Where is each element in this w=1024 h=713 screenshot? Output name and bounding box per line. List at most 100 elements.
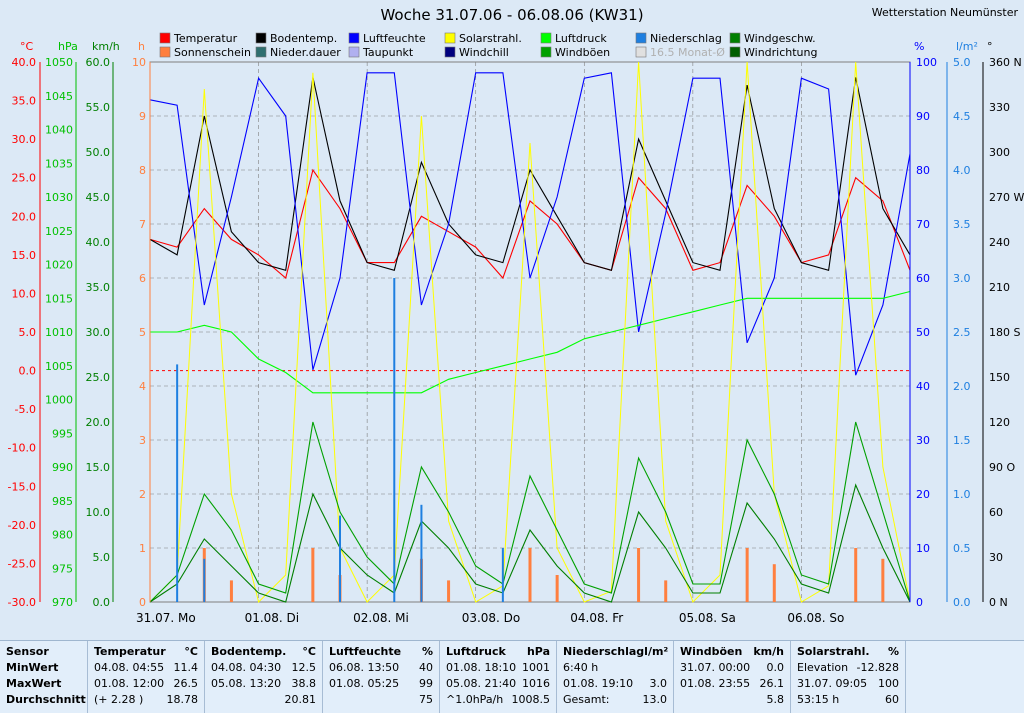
- hours-axis-tick: 9: [139, 110, 146, 123]
- hours-axis-tick: 8: [139, 164, 146, 177]
- legend-swatch: [348, 32, 360, 44]
- sunshine-bar: [664, 580, 668, 602]
- deg-axis-tick: 60: [989, 506, 1003, 519]
- legend-label: Taupunkt: [362, 46, 414, 59]
- table-header: Sensor: [6, 644, 49, 658]
- pct-axis-tick: 90: [916, 110, 930, 123]
- axes-group: 40.035.030.025.020.015.010.05.00.0-5.0-1…: [8, 40, 1024, 625]
- hpa-axis-tick: 985: [52, 495, 73, 508]
- hpa-axis-tick: 1040: [45, 124, 73, 137]
- hpa-axis-tick: 990: [52, 461, 73, 474]
- legend-label: Sonnenschein: [174, 46, 251, 59]
- table-cell-row: MinWert: [6, 660, 59, 674]
- series-windgeschw-line: [149, 483, 911, 603]
- lm2-axis-tick: 1.5: [953, 434, 971, 447]
- sunshine-bar: [229, 580, 233, 602]
- temp-axis-tick: -20.0: [8, 519, 36, 532]
- table-cell-row: 31.07. 00:00 0.0: [680, 660, 784, 674]
- kmh-axis-tick: 20.0: [86, 416, 111, 429]
- precip-bar: [176, 364, 179, 602]
- table-header: Temperatur °C: [94, 644, 198, 658]
- legend-label: 16.5 Monat-Ø: [650, 46, 725, 59]
- table-cell-row: 04.08. 04:55 11.4: [94, 660, 198, 674]
- lm2-axis-tick: 2.5: [953, 326, 971, 339]
- deg-axis-tick: 120: [989, 416, 1010, 429]
- deg-axis-tick: 270 W: [989, 191, 1024, 204]
- legend-swatch: [635, 32, 647, 44]
- hours-axis-tick: 10: [132, 56, 146, 69]
- hours-axis-tick: 5: [139, 326, 146, 339]
- legend-swatch: [255, 32, 267, 44]
- pct-axis-tick: 10: [916, 542, 930, 555]
- day-label: 31.07. Mo: [136, 611, 196, 625]
- deg-axis-tick: 180 S: [989, 326, 1020, 339]
- lm2-axis-tick: 3.5: [953, 218, 971, 231]
- hpa-axis-tick: 970: [52, 596, 73, 609]
- legend-label: Windchill: [459, 46, 509, 59]
- table-column: Windböen km/h 31.07. 00:00 0.0 01.08. 23:55 2…: [674, 641, 791, 713]
- table-cell-row: 05.08. 13:20 38.8: [211, 676, 316, 690]
- table-header: Luftdruck hPa: [446, 644, 550, 658]
- series-bodentemp-line: [149, 77, 911, 272]
- sunshine-bar: [854, 548, 858, 602]
- stats-table: Sensor MinWert MaxWert Durchschnitt Temperat…: [0, 640, 1024, 713]
- kmh-axis-tick: 40.0: [86, 236, 111, 249]
- legend-swatch: [635, 46, 647, 58]
- deg-axis-tick: 300: [989, 146, 1010, 159]
- table-cell-row: 5.8: [766, 692, 785, 706]
- table-cell-row: Elevation -12.828: [797, 660, 899, 674]
- deg-axis-tick: 0 N: [989, 596, 1008, 609]
- table-cell-row: 31.07. 09:05 100: [797, 676, 899, 690]
- table-cell-row: 01.08. 23:55 26.1: [680, 676, 784, 690]
- table-cell-row: (+ 2.28 ) 18.78: [94, 692, 198, 706]
- temp-axis-tick: -10.0: [8, 442, 36, 455]
- lm2-axis-tick: 4.0: [953, 164, 971, 177]
- legend-swatch: [729, 46, 741, 58]
- pct-axis-tick: 80: [916, 164, 930, 177]
- pct-axis-tick: 100: [916, 56, 937, 69]
- temp-axis-tick: 35.0: [12, 95, 37, 108]
- table-cell-row: MaxWert: [6, 676, 62, 690]
- hours-axis-tick: 6: [139, 272, 146, 285]
- table-column: Sensor MinWert MaxWert Durchschnitt: [0, 641, 88, 713]
- legend-swatch: [159, 46, 171, 58]
- pct-axis-tick: 30: [916, 434, 930, 447]
- temp-axis-tick: -30.0: [8, 596, 36, 609]
- hours-unit: h: [138, 40, 145, 53]
- legend-swatch: [729, 32, 741, 44]
- kmh-axis-tick: 10.0: [86, 506, 111, 519]
- day-label: 06.08. So: [787, 611, 844, 625]
- hpa-axis-tick: 995: [52, 427, 73, 440]
- legend-label: Temperatur: [173, 32, 238, 45]
- table-cell-row: 01.08. 05:25 99: [329, 676, 433, 690]
- hours-axis-tick: 0: [139, 596, 146, 609]
- legend-swatch: [159, 32, 171, 44]
- lm2-axis-tick: 2.0: [953, 380, 971, 393]
- day-label: 01.08. Di: [245, 611, 300, 625]
- legend-swatch: [540, 46, 552, 58]
- deg-axis-tick: 150: [989, 371, 1010, 384]
- temp-axis-tick: 5.0: [19, 326, 37, 339]
- table-cell-row: 01.08. 12:00 26.5: [94, 676, 198, 690]
- kmh-axis-tick: 60.0: [86, 56, 111, 69]
- kmh-unit: km/h: [92, 40, 120, 53]
- table-column: Temperatur °C 04.08. 04:55 11.4 01.08. 12:00…: [88, 641, 205, 713]
- series-temperatur-line: [149, 168, 911, 280]
- deg-unit: °: [987, 40, 993, 53]
- table-header: Niederschlag l/m²: [563, 644, 669, 658]
- hpa-unit: hPa: [58, 40, 78, 53]
- series-luftdruck-line: [150, 290, 911, 394]
- legend-label: Luftfeuchte: [363, 32, 426, 45]
- legend-swatch: [444, 32, 456, 44]
- legend-swatch: [348, 46, 360, 58]
- day-label: 02.08. Mi: [353, 611, 409, 625]
- weather-chart: 40.035.030.025.020.015.010.05.00.0-5.0-1…: [7, 6, 1024, 625]
- legend-label: Windrichtung: [744, 46, 817, 59]
- pct-axis-tick: 40: [916, 380, 930, 393]
- table-column: Solarstrahl.% Elevation -12.828 31.07. 09:0…: [791, 641, 906, 713]
- sunshine-bar: [528, 548, 532, 602]
- deg-axis-tick: 210: [989, 281, 1010, 294]
- temp-axis-tick: -15.0: [8, 480, 36, 493]
- temp-axis-tick: 30.0: [12, 133, 37, 146]
- hpa-axis-tick: 975: [52, 562, 73, 575]
